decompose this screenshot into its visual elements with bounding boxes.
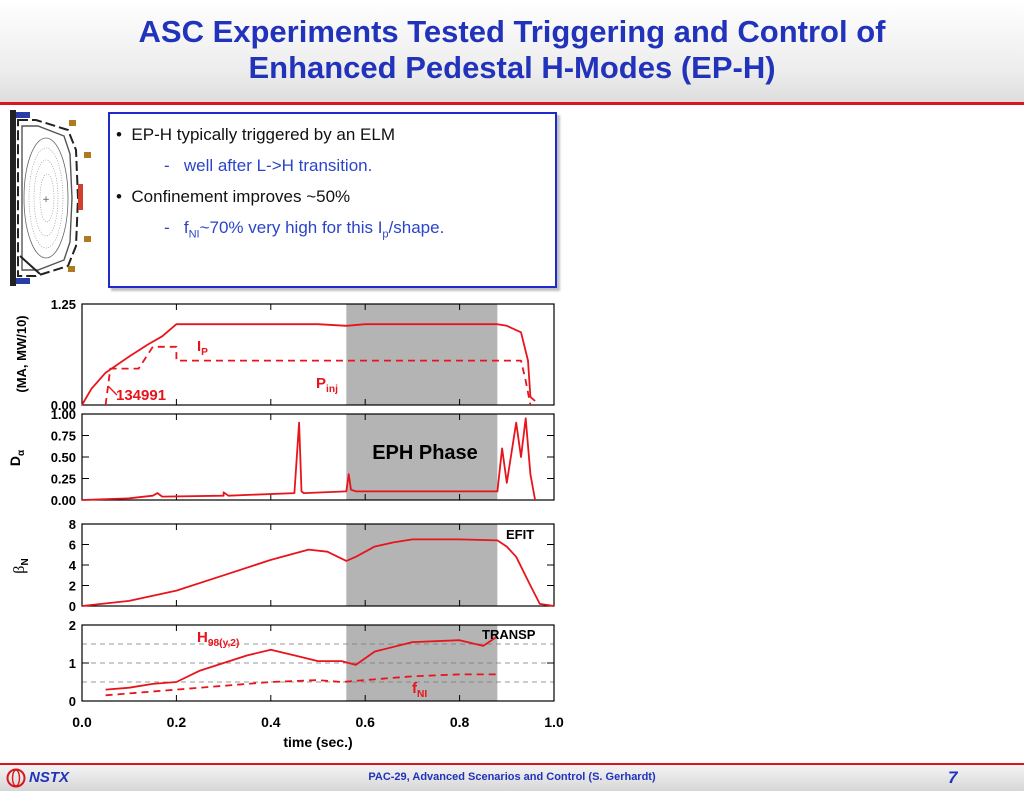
header-rule [0, 102, 1024, 105]
title-line-1: ASC Experiments Tested Triggering and Co… [138, 14, 886, 49]
sub-bullet-1: - well after L->H transition. [164, 156, 372, 176]
y-tick-label: 0.00 [51, 398, 76, 413]
efit-label: EFIT [506, 527, 534, 542]
y-tick-label: 4 [69, 558, 77, 573]
sub-bullet-1-marker: - [164, 156, 170, 175]
y-tick-label: 0.25 [51, 472, 76, 487]
bullet-box: • EP-H typically triggered by an ELM - w… [108, 112, 557, 288]
x-tick-label: 1.0 [544, 714, 564, 730]
sub-bullet-1-text: well after L->H transition. [183, 156, 373, 175]
bullet-2-marker: • [116, 187, 122, 206]
x-axis-label: time (sec.) [283, 734, 352, 750]
y-tick-label: 0 [69, 694, 76, 709]
transp-label: TRANSP [482, 627, 536, 642]
nstx-logo-icon [6, 768, 26, 788]
series-line [81, 323, 536, 406]
x-tick-label: 0.4 [261, 714, 281, 730]
bullet-1-marker: • [116, 125, 122, 144]
fni-series-label: fNI [412, 680, 427, 700]
eph-shaded-region [346, 414, 498, 500]
sub-bullet-2: - fNI~70% very high for this Ip/shape. [164, 218, 444, 244]
sub-bullet-2-sub-a: NI [188, 228, 200, 241]
footer-caption: PAC-29, Advanced Scenarios and Control (… [368, 771, 656, 783]
panel-1-ylabel: (MA, MW/10) [14, 315, 29, 392]
bullet-2: • Confinement improves ~50% [116, 187, 350, 207]
x-tick-label: 0.0 [72, 714, 92, 730]
ip-series-label: IP [197, 338, 208, 358]
shot-number-label: 134991 [116, 387, 166, 404]
nstx-logo-text: NSTX [29, 769, 70, 786]
y-tick-label: 2 [69, 579, 76, 594]
eph-shaded-region [346, 524, 498, 606]
y-tick-label: 0.50 [51, 450, 76, 465]
slide-footer: NSTX PAC-29, Advanced Scenarios and Cont… [0, 765, 1024, 791]
y-tick-label: 2 [69, 618, 76, 633]
series-line [81, 417, 536, 501]
tokamak-cross-section-image: + [6, 106, 100, 290]
series-line [104, 345, 532, 406]
x-tick-label: 0.8 [450, 714, 470, 730]
y-tick-label: 0.75 [51, 429, 76, 444]
y-tick-label: 1.00 [51, 407, 76, 422]
sub-bullet-2-text-b: ~70% very high for this I [199, 218, 383, 237]
x-tick-label: 0.6 [355, 714, 375, 730]
shot-number-pointer [107, 385, 118, 396]
panel-2-ylabel: Dα [7, 449, 27, 466]
sub-bullet-2-text-c: /shape. [388, 218, 445, 237]
h98-series-label: H98(y,2) [197, 629, 239, 649]
sub-bullet-2-marker: - [164, 218, 170, 237]
y-tick-label: 0 [69, 599, 76, 614]
sub-bullet-2-text-a: f [183, 218, 189, 237]
series-line [105, 635, 498, 691]
footer-rule [0, 763, 1024, 765]
panel-3-ylabel: βN [11, 558, 31, 573]
bullet-1-text: EP-H typically triggered by an ELM [131, 125, 396, 144]
y-tick-label: 6 [69, 538, 76, 553]
bullet-1: • EP-H typically triggered by an ELM [116, 125, 395, 145]
slide-header: ASC Experiments Tested Triggering and Co… [0, 0, 1024, 104]
y-tick-label: 1.25 [51, 297, 76, 312]
pinj-series-label: Pinj [316, 375, 338, 395]
x-tick-label: 0.2 [167, 714, 187, 730]
y-tick-label: 1 [69, 656, 76, 671]
panel-frame [81, 303, 555, 406]
page-number: 7 [948, 768, 958, 787]
y-tick-label: 0.00 [51, 493, 76, 508]
eph-phase-label: EPH Phase [372, 442, 478, 464]
eph-shaded-region [346, 304, 498, 405]
sub-bullet-2-sub-b: p [382, 228, 389, 241]
y-tick-label: 8 [69, 517, 76, 532]
title-line-2: Enhanced Pedestal H-Modes (EP-H) [248, 50, 776, 85]
series-line [81, 538, 555, 607]
svg-text:+: + [42, 195, 50, 205]
bullet-2-text: Confinement improves ~50% [131, 187, 351, 206]
slide-title: ASC Experiments Tested Triggering and Co… [0, 14, 1024, 86]
